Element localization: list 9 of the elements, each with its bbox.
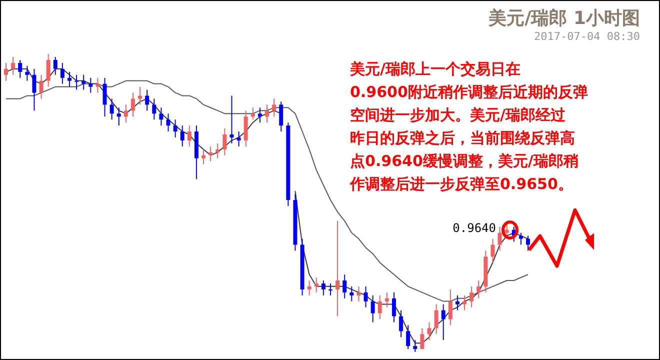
chart-title: 美元/瑞郎 1小时图 [488,8,640,29]
annotation: 昨日的反弹之后，当前围绕反弹高 [350,129,575,147]
annotation: 0.9600附近稍作调整后近期的反弹 [350,83,588,101]
annotation: 作调整后进一步反弹至0.9650。 [350,175,573,193]
text: 2017-07-04 08:30 [534,30,640,43]
annotation: 点0.9640缓慢调整，美元/瑞郎稍 [350,152,578,170]
annotation: 0.9640 [452,221,496,235]
annotation: 空间进一步加大。美元/瑞郎经过 [350,106,566,124]
annotation: 美元/瑞郎上一个交易日在 [350,60,520,78]
